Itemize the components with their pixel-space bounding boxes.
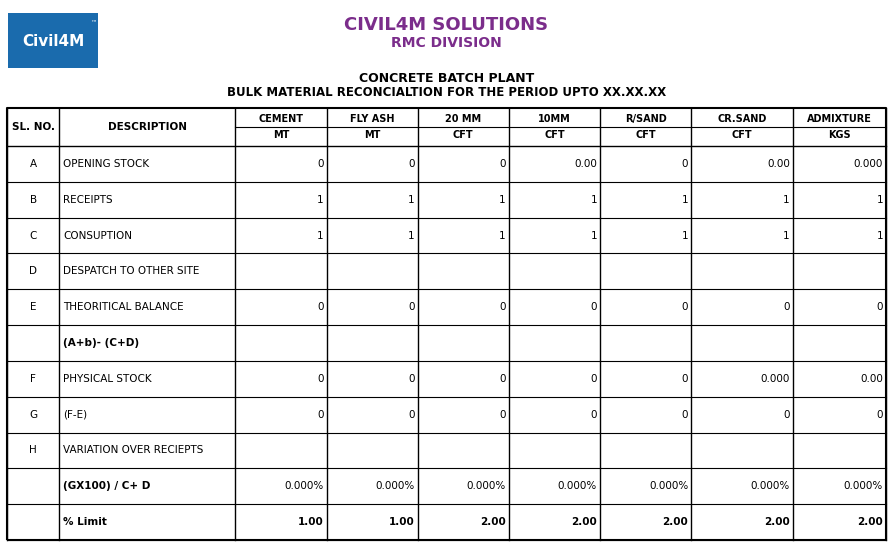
Text: 0: 0	[783, 302, 789, 312]
Text: BULK MATERIAL RECONCIALTION FOR THE PERIOD UPTO XX.XX.XX: BULK MATERIAL RECONCIALTION FOR THE PERI…	[227, 87, 666, 100]
Text: G: G	[29, 410, 38, 420]
Text: OPENING STOCK: OPENING STOCK	[63, 159, 149, 169]
Text: 0: 0	[590, 410, 597, 420]
Text: 0: 0	[408, 159, 414, 169]
Text: 2.00: 2.00	[480, 517, 505, 527]
Text: SL. NO.: SL. NO.	[12, 122, 54, 132]
Text: C: C	[29, 231, 37, 240]
Text: CEMENT: CEMENT	[258, 114, 304, 124]
Text: MT: MT	[272, 130, 289, 141]
Text: 1: 1	[590, 231, 597, 240]
Bar	[7, 108, 886, 540]
Text: PHYSICAL STOCK: PHYSICAL STOCK	[63, 374, 152, 384]
Text: (GX100) / C+ D: (GX100) / C+ D	[63, 481, 151, 491]
Text: MT: MT	[364, 130, 380, 141]
Text: A: A	[29, 159, 37, 169]
Text: 0: 0	[783, 410, 789, 420]
Text: 0: 0	[408, 410, 414, 420]
Text: 2.00: 2.00	[572, 517, 597, 527]
Text: 10MM: 10MM	[538, 114, 571, 124]
Text: 0: 0	[317, 302, 323, 312]
Text: DESCRIPTION: DESCRIPTION	[108, 122, 187, 132]
Text: % Limit: % Limit	[63, 517, 107, 527]
Text: 0.000%: 0.000%	[558, 481, 597, 491]
Text: CR.SAND: CR.SAND	[717, 114, 766, 124]
Text: 0.00: 0.00	[860, 374, 883, 384]
Text: CONCRETE BATCH PLANT: CONCRETE BATCH PLANT	[359, 71, 534, 84]
Text: 2.00: 2.00	[857, 517, 883, 527]
Text: 0.000: 0.000	[854, 159, 883, 169]
Text: 0: 0	[681, 410, 689, 420]
Text: 0.000%: 0.000%	[844, 481, 883, 491]
Text: 1: 1	[876, 195, 883, 205]
Text: 0: 0	[408, 302, 414, 312]
Text: F: F	[30, 374, 36, 384]
Text: R/SAND: R/SAND	[625, 114, 666, 124]
Text: CFT: CFT	[635, 130, 655, 141]
Text: 1: 1	[408, 231, 414, 240]
Text: (A+b)- (C+D): (A+b)- (C+D)	[63, 338, 139, 348]
Text: 0: 0	[317, 159, 323, 169]
Text: 1: 1	[783, 195, 789, 205]
Text: 0.000%: 0.000%	[284, 481, 323, 491]
Text: Civil4M: Civil4M	[21, 34, 84, 49]
Text: 0: 0	[590, 302, 597, 312]
Text: 1: 1	[590, 195, 597, 205]
Text: CIVIL4M SOLUTIONS: CIVIL4M SOLUTIONS	[345, 16, 548, 34]
Text: 1: 1	[783, 231, 789, 240]
Text: KGS: KGS	[828, 130, 851, 141]
Text: 0.000%: 0.000%	[750, 481, 789, 491]
Text: CONSUPTION: CONSUPTION	[63, 231, 132, 240]
Text: E: E	[30, 302, 37, 312]
Text: FLY ASH: FLY ASH	[350, 114, 395, 124]
Text: 0: 0	[499, 374, 505, 384]
Text: 0.000%: 0.000%	[375, 481, 414, 491]
Text: THEORITICAL BALANCE: THEORITICAL BALANCE	[63, 302, 184, 312]
Text: ™: ™	[90, 21, 96, 26]
Text: 0.00: 0.00	[574, 159, 597, 169]
Text: ADMIXTURE: ADMIXTURE	[807, 114, 872, 124]
Text: 0: 0	[499, 159, 505, 169]
Text: 0: 0	[590, 374, 597, 384]
Text: 0.000%: 0.000%	[649, 481, 689, 491]
Text: 0: 0	[317, 374, 323, 384]
Text: (F-E): (F-E)	[63, 410, 88, 420]
Text: 2.00: 2.00	[663, 517, 689, 527]
Text: 1: 1	[317, 195, 323, 205]
Text: 1: 1	[499, 195, 505, 205]
Text: 1: 1	[876, 231, 883, 240]
Text: RMC DIVISION: RMC DIVISION	[391, 36, 502, 50]
Text: 0.000%: 0.000%	[466, 481, 505, 491]
Text: CFT: CFT	[453, 130, 473, 141]
Text: 1: 1	[499, 231, 505, 240]
Text: 1.00: 1.00	[389, 517, 414, 527]
Text: 1: 1	[317, 231, 323, 240]
Text: 0: 0	[681, 302, 689, 312]
Text: 2.00: 2.00	[764, 517, 789, 527]
Text: B: B	[29, 195, 37, 205]
Text: CFT: CFT	[731, 130, 752, 141]
Text: VARIATION OVER RECIEPTS: VARIATION OVER RECIEPTS	[63, 445, 204, 456]
Text: D: D	[29, 267, 38, 276]
Text: RECEIPTS: RECEIPTS	[63, 195, 113, 205]
Text: 0.000: 0.000	[760, 374, 789, 384]
Text: 1.00: 1.00	[297, 517, 323, 527]
Text: 0: 0	[877, 410, 883, 420]
Text: 0: 0	[317, 410, 323, 420]
Text: 0: 0	[681, 374, 689, 384]
Text: H: H	[29, 445, 38, 456]
Text: 0: 0	[681, 159, 689, 169]
Text: 1: 1	[408, 195, 414, 205]
Text: 20 MM: 20 MM	[446, 114, 481, 124]
Text: 1: 1	[681, 195, 689, 205]
Text: CFT: CFT	[544, 130, 564, 141]
Text: 0: 0	[499, 302, 505, 312]
Text: 0.00: 0.00	[767, 159, 789, 169]
Text: 1: 1	[681, 231, 689, 240]
Text: 0: 0	[408, 374, 414, 384]
Text: DESPATCH TO OTHER SITE: DESPATCH TO OTHER SITE	[63, 267, 200, 276]
Bar	[8, 13, 98, 68]
Text: 0: 0	[499, 410, 505, 420]
Text: 0: 0	[877, 302, 883, 312]
